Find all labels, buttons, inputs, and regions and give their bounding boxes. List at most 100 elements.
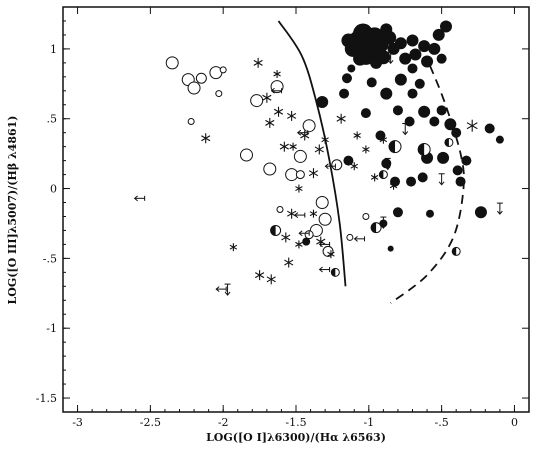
filled-circle-point	[406, 176, 417, 187]
filled-circle-point	[484, 123, 495, 134]
filled-circle-point	[343, 155, 354, 166]
filled-circle-point	[414, 78, 425, 89]
asterisk-point	[201, 133, 211, 144]
left-limit-point	[215, 286, 227, 292]
filled-circle-point	[451, 127, 462, 138]
y-axis-title: LOG([O III]λ5007)/(Hβ λ4861)	[6, 116, 19, 305]
open-circle-point	[215, 90, 223, 98]
filled-circle-point	[407, 88, 418, 99]
filled-circle-point	[353, 51, 368, 66]
filled-circle-point	[432, 28, 445, 41]
asterisk-point	[466, 119, 478, 132]
filled-circle-point	[407, 63, 418, 74]
asterisk-point	[229, 243, 238, 252]
filled-circle-point	[439, 20, 452, 33]
asterisk-point	[295, 240, 303, 249]
half-filled-circle-point	[378, 170, 388, 180]
open-circle-point	[239, 148, 253, 162]
x-tick-label: -1.5	[285, 416, 306, 429]
open-circle-point	[187, 118, 195, 126]
x-tick-label: -3	[72, 416, 83, 429]
left-limit-point	[324, 163, 336, 170]
asterisk-point	[327, 250, 335, 259]
half-filled-circle-point	[417, 142, 431, 156]
y-tick-label: 0	[50, 183, 57, 196]
open-circle-point	[346, 233, 354, 241]
left-limit-point	[133, 195, 146, 202]
filled-circle-point	[436, 53, 447, 64]
filled-circle-point	[444, 118, 457, 131]
filled-circle-point	[452, 165, 463, 176]
left-limit-point	[353, 235, 366, 242]
asterisk-point	[279, 141, 289, 152]
filled-circle-point	[394, 37, 407, 50]
asterisk-point	[262, 92, 272, 103]
filled-circle-point	[316, 95, 329, 108]
x-tick-label: 0	[511, 416, 518, 429]
asterisk-point	[289, 142, 297, 151]
asterisk-point	[284, 257, 294, 268]
filled-circle-point	[381, 158, 392, 169]
asterisk-point	[379, 135, 388, 144]
left-limit-point	[296, 129, 309, 136]
asterisk-point	[287, 208, 297, 219]
open-circle-point	[250, 94, 264, 108]
filled-circle-point	[341, 73, 352, 84]
asterisk-point	[321, 135, 329, 144]
asterisk-point	[273, 70, 281, 79]
asterisk-point	[308, 168, 319, 179]
half-filled-circle-point	[270, 224, 282, 236]
open-circle-point	[187, 81, 201, 95]
y-tick-label: .5	[47, 113, 58, 126]
x-tick-label: -2.5	[140, 416, 161, 429]
x-tick-label: -2	[218, 416, 229, 429]
y-tick-label: -1	[46, 322, 57, 335]
asterisk-point	[287, 110, 297, 121]
filled-circle-point	[428, 42, 441, 55]
open-circle-point	[219, 66, 227, 74]
open-circle-point	[295, 170, 305, 180]
filled-circle-point	[392, 207, 403, 218]
filled-circle-point	[418, 105, 431, 118]
asterisk-point	[266, 274, 276, 285]
filled-circle-point	[347, 64, 356, 73]
upper-limit-point	[384, 157, 391, 171]
asterisk-point	[265, 117, 275, 128]
filled-circle-point	[406, 34, 419, 47]
half-filled-circle-point	[451, 246, 461, 256]
filled-circle-point	[339, 88, 350, 99]
asterisk-point	[389, 181, 398, 190]
filled-circle-point	[436, 105, 447, 116]
open-circle-point	[362, 212, 370, 220]
filled-circle-point	[429, 116, 440, 127]
asterisk-point	[362, 145, 370, 154]
upper-limit-point	[496, 202, 503, 215]
filled-circle-point	[474, 206, 487, 219]
dashed-boundary-curve	[390, 65, 465, 304]
x-tick-label: -1	[363, 416, 374, 429]
half-filled-circle-point	[388, 140, 402, 154]
asterisk-point	[370, 173, 379, 182]
plot-frame	[62, 6, 530, 413]
y-tick-label: -1.5	[36, 392, 57, 405]
filled-circle-point	[392, 105, 403, 116]
half-filled-circle-point	[444, 137, 454, 147]
upper-limit-point	[380, 216, 387, 229]
open-circle-point	[195, 72, 207, 84]
x-tick-label: -.5	[435, 416, 449, 429]
filled-circle-point	[421, 55, 434, 68]
asterisk-point	[254, 270, 265, 281]
half-filled-circle-point	[330, 267, 340, 277]
asterisk-point	[314, 144, 324, 155]
filled-circle-point	[380, 23, 393, 36]
filled-circle-point	[302, 237, 311, 246]
open-circle-point	[318, 212, 332, 226]
upper-limit-point	[224, 283, 231, 296]
upper-limit-point	[438, 173, 445, 186]
left-limit-point	[298, 230, 310, 237]
open-circle-point	[285, 168, 299, 182]
filled-circle-point	[387, 245, 394, 252]
open-circle-point	[315, 196, 329, 210]
open-circle-point	[270, 80, 284, 94]
